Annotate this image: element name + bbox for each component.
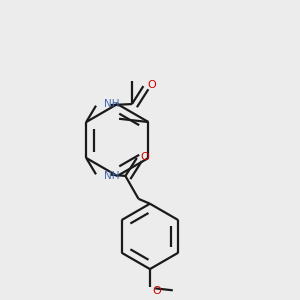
Text: NH: NH	[104, 99, 120, 109]
Text: O: O	[141, 152, 149, 162]
Text: O: O	[152, 286, 161, 296]
Text: NH: NH	[104, 171, 120, 181]
Text: O: O	[147, 80, 156, 90]
